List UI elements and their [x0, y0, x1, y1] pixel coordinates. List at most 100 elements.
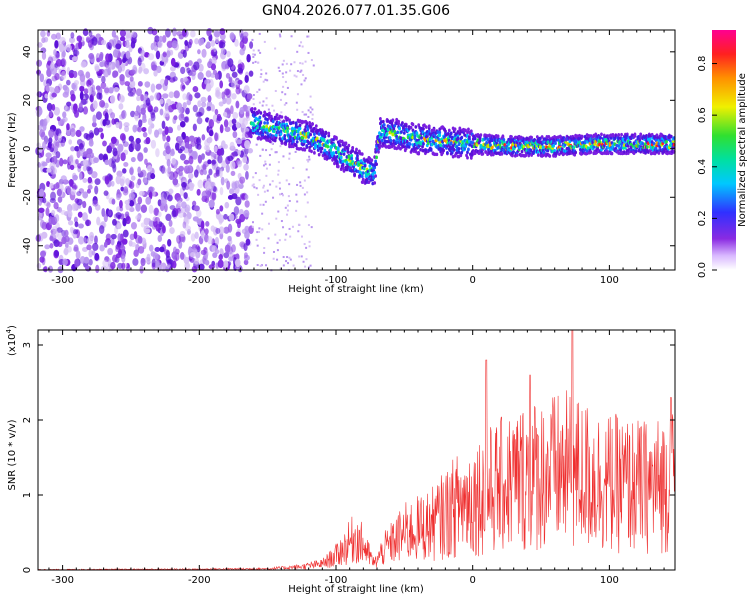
- spectrogram-point: [204, 180, 211, 190]
- spectrogram-point: [192, 86, 199, 93]
- spectrogram-point: [427, 124, 431, 128]
- spectrogram-point: [56, 188, 62, 197]
- spectrogram-point: [356, 154, 359, 158]
- spectrogram-point: [219, 205, 224, 212]
- spectrogram-point: [370, 158, 374, 162]
- spectrogram-point: [243, 85, 250, 94]
- spectrogram-point: [360, 152, 364, 156]
- spectrogram-point: [69, 178, 74, 187]
- spectrogram-point: [120, 152, 126, 162]
- spectrogram-point: [63, 235, 70, 243]
- spectrogram-point: [282, 76, 285, 79]
- spectrogram-point: [110, 237, 115, 246]
- spectrogram-point: [296, 200, 299, 203]
- spectrogram-point: [83, 88, 89, 95]
- spectrogram-point: [295, 75, 298, 78]
- spectrogram-point: [140, 169, 147, 178]
- spectrogram-point: [453, 127, 457, 131]
- spectrogram-point: [309, 124, 312, 129]
- spectrogram-point: [446, 151, 449, 155]
- spectrogram-point: [457, 146, 461, 151]
- spectrogram-point: [163, 191, 170, 200]
- spectrogram-point: [217, 154, 223, 164]
- spectrogram-point: [381, 119, 385, 124]
- spectrogram-point: [351, 146, 355, 150]
- spectrogram-point: [446, 132, 450, 136]
- spectrogram-point: [310, 59, 313, 62]
- spectrogram-point: [202, 163, 207, 171]
- spectrogram-point: [259, 121, 263, 125]
- spectrogram-point: [35, 59, 43, 67]
- spectrogram-point: [46, 102, 53, 112]
- spectrogram-point: [213, 145, 218, 153]
- spectrogram-point: [277, 66, 280, 69]
- spectrogram-point: [41, 51, 47, 60]
- spectrogram-point: [38, 212, 43, 219]
- spectrogram-point: [286, 209, 289, 212]
- spectrogram-point: [111, 198, 116, 205]
- spectrogram-point: [288, 118, 291, 122]
- spectrogram-point: [310, 149, 313, 154]
- spectrogram-point: [281, 72, 284, 75]
- spectrogram-point: [227, 194, 234, 200]
- y-tick-label: -20: [22, 189, 33, 205]
- spectrogram-point: [104, 112, 109, 122]
- spectrogram-point: [205, 83, 212, 92]
- spectrogram-point: [183, 159, 190, 165]
- spectrogram-point: [522, 144, 526, 149]
- spectrogram-point: [297, 230, 300, 233]
- spectrogram-point: [243, 163, 249, 171]
- spectrogram-point: [284, 93, 287, 96]
- spectrogram-point: [362, 166, 366, 171]
- spectrogram-point: [219, 80, 224, 89]
- spectrogram-point: [193, 61, 200, 71]
- spectrogram-point: [291, 225, 294, 228]
- spectrogram-point: [112, 218, 117, 226]
- spectrogram-point: [244, 75, 249, 83]
- spectrogram-point: [137, 152, 144, 162]
- spectrogram-point: [303, 193, 306, 196]
- spectrogram-point: [188, 94, 193, 102]
- spectrogram-point: [265, 128, 268, 132]
- spectrogram-point: [188, 145, 193, 154]
- spectrogram-point: [206, 41, 211, 48]
- spectrogram-point: [264, 160, 267, 163]
- spectrogram-point: [655, 133, 659, 137]
- spectrogram-point: [45, 83, 51, 92]
- spectrogram-point: [178, 113, 185, 122]
- spectrogram-point: [237, 150, 242, 156]
- spectrogram-point: [633, 132, 637, 137]
- snr-scale-label: (x104): [5, 325, 18, 356]
- spectrogram-point: [160, 164, 166, 174]
- spectrogram-point: [121, 238, 128, 245]
- spectrogram-point: [266, 121, 269, 125]
- spectrogram-point: [154, 35, 160, 43]
- spectrogram-point: [141, 117, 147, 123]
- spectrogram-point: [242, 31, 249, 38]
- spectrogram-point: [192, 200, 197, 207]
- spectrogram-point: [122, 217, 127, 227]
- spectrogram-point: [201, 134, 206, 141]
- spectrogram-point: [185, 107, 190, 115]
- spectrogram-point: [342, 152, 346, 156]
- spectrogram-point: [155, 50, 161, 60]
- spectrogram-point: [68, 36, 76, 44]
- spectrogram-point: [137, 178, 142, 186]
- spectrogram-point: [252, 61, 255, 64]
- spectrogram-point: [308, 155, 311, 158]
- spectrogram-point: [200, 249, 207, 255]
- spectrogram-point: [257, 49, 260, 52]
- spectrogram-point: [191, 265, 198, 273]
- spectrogram-point: [589, 150, 593, 154]
- spectrogram-point: [207, 159, 212, 165]
- spectrogram-point: [407, 145, 411, 149]
- spectrogram-point: [209, 129, 214, 137]
- spectrogram-point: [123, 162, 129, 167]
- spectrogram-point: [554, 141, 557, 146]
- spectrogram-point: [235, 231, 241, 237]
- spectrogram-point: [288, 183, 291, 186]
- spectrogram-point: [256, 128, 260, 133]
- spectrogram-point: [329, 148, 333, 152]
- x-tick-label: 0: [470, 575, 476, 586]
